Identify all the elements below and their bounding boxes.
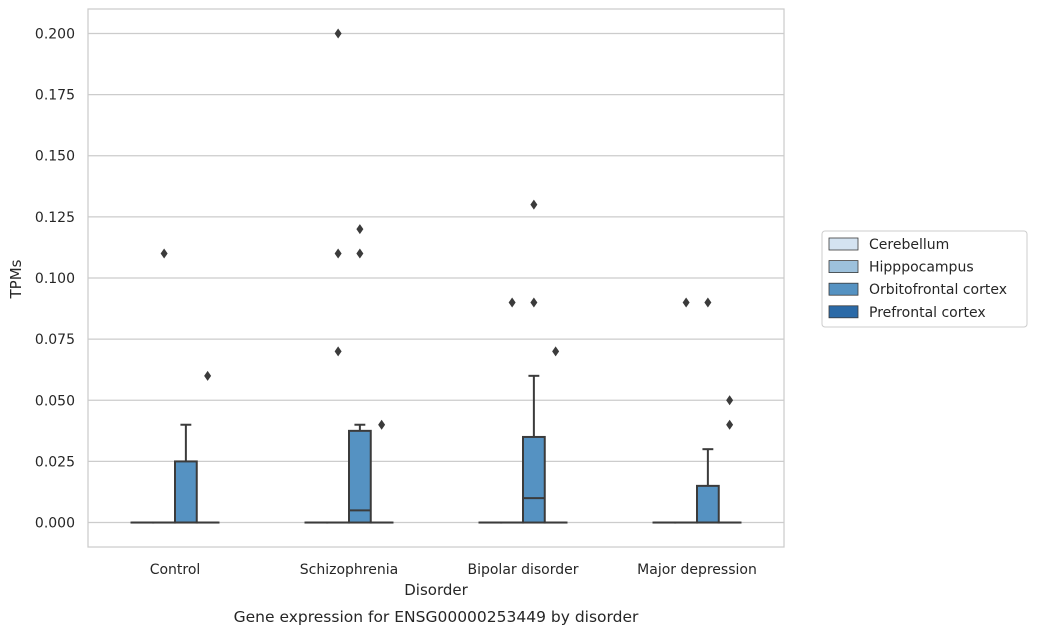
outlier-point: [704, 297, 712, 308]
y-tick-label: 0.050: [35, 393, 75, 409]
y-tick-label: 0.000: [35, 516, 75, 532]
plot-frame: [87, 8, 785, 548]
y-tick-label: 0.150: [35, 149, 75, 165]
outlier-point: [160, 248, 168, 259]
legend: Cerebellum Hipppocampus Orbitofrontal cort…: [821, 230, 1028, 328]
outlier-point: [334, 346, 342, 357]
x-tick-label: Major depression: [637, 562, 757, 578]
box-body: [696, 484, 720, 524]
x-tick-label: Bipolar disorder: [467, 562, 578, 578]
x-axis-label: Disorder: [404, 581, 468, 599]
outlier-point: [726, 419, 734, 430]
box-prefrontal-cortex: [717, 395, 742, 524]
legend-label: Cerebellum: [869, 237, 949, 253]
outlier-point: [726, 395, 734, 406]
y-tick-label: 0.025: [35, 454, 75, 470]
legend-label: Hipppocampus: [869, 260, 974, 276]
y-tick-label: 0.075: [35, 332, 75, 348]
y-tick-label: 0.100: [35, 271, 75, 287]
box-orbitofrontal-cortex: [174, 423, 198, 524]
y-tick-label: 0.200: [35, 26, 75, 42]
legend-swatch: [828, 282, 859, 296]
x-tick-label: Control: [150, 562, 201, 578]
box-body: [348, 429, 372, 524]
box-orbitofrontal-cortex: [348, 224, 372, 524]
box-body: [522, 435, 546, 524]
box-prefrontal-cortex: [543, 346, 568, 524]
legend-frame: [821, 230, 1028, 328]
outlier-point: [378, 419, 386, 430]
box-orbitofrontal-cortex: [522, 199, 546, 524]
outlier-point: [508, 297, 516, 308]
y-tick-label: 0.125: [35, 210, 75, 226]
x-tick-label: Schizophrenia: [300, 562, 398, 578]
box-hipppocampus: [674, 297, 698, 524]
box-hipppocampus: [326, 28, 350, 524]
outlier-point: [682, 297, 690, 308]
outlier-point: [552, 346, 560, 357]
outlier-point: [334, 248, 342, 259]
outlier-point: [334, 28, 342, 39]
legend-swatch: [828, 237, 859, 251]
box-prefrontal-cortex: [195, 370, 220, 524]
x-tick-labels: Control Schizophrenia Bipolar disorder Majo…: [150, 562, 757, 578]
legend-label: Orbitofrontal cortex: [869, 282, 1007, 298]
y-tick-labels: 0.000 0.025 0.050 0.075 0.100 0.125 0.150 0.175…: [35, 26, 75, 531]
boxes: [130, 28, 742, 524]
outlier-point: [530, 199, 538, 210]
y-tick-label: 0.175: [35, 88, 75, 104]
legend-label: Prefrontal cortex: [869, 305, 986, 321]
y-axis-label: TPMs: [7, 259, 25, 299]
box-prefrontal-cortex: [369, 419, 394, 524]
box-body: [174, 460, 198, 524]
legend-swatch: [828, 260, 859, 274]
legend-swatch: [828, 305, 859, 319]
box-orbitofrontal-cortex: [696, 297, 720, 524]
outlier-point: [356, 224, 364, 235]
outlier-point: [356, 248, 364, 259]
outlier-point: [530, 297, 538, 308]
figure-caption: Gene expression for ENSG00000253449 by d…: [234, 608, 639, 626]
outlier-point: [204, 370, 212, 381]
